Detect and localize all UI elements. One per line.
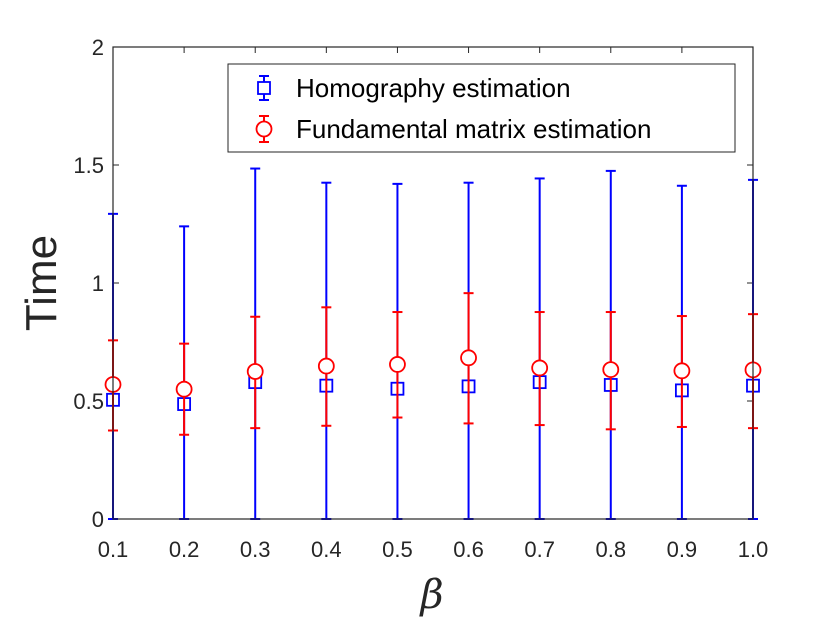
x-tick-label-6: 0.7 — [524, 537, 555, 562]
legend: Homography estimation Fundamental matrix… — [227, 63, 736, 153]
y-tick-label-1: 0.5 — [73, 389, 104, 414]
y-axis-label: Time — [17, 235, 66, 331]
series-1-point-1 — [175, 380, 193, 398]
x-tick-label-0: 0.1 — [98, 537, 129, 562]
plot-frame — [112, 46, 754, 520]
series-1-point-5 — [460, 349, 477, 367]
legend-box — [227, 63, 736, 153]
x-tick-label-8: 0.9 — [667, 537, 698, 562]
legend-entry-homography: Homography estimation — [257, 73, 571, 103]
x-tick-label-4: 0.5 — [382, 537, 413, 562]
series-1-point-7 — [602, 361, 620, 379]
x-axis-label: β — [418, 572, 443, 618]
series-1-point-8 — [673, 362, 691, 380]
x-tick-label-7: 0.8 — [595, 537, 626, 562]
y-tick-labels: 0 0.5 1 1.5 2 — [73, 35, 104, 532]
legend-f-label: Fundamental matrix estimation — [296, 114, 651, 144]
legend-h-marker — [257, 81, 271, 95]
series-1-point-3 — [317, 357, 335, 375]
x-tick-label-9: 1.0 — [738, 537, 769, 562]
y-tick-label-2: 1 — [92, 271, 104, 296]
series-1-point-6 — [531, 359, 549, 377]
legend-h-label: Homography estimation — [296, 73, 571, 103]
series-1-point-2 — [246, 363, 264, 380]
y-tick-label-4: 2 — [92, 35, 104, 60]
legend-entry-fundamental: Fundamental matrix estimation — [255, 114, 651, 144]
x-tick-labels: 0.1 0.2 0.3 0.4 0.5 0.6 0.7 0.8 0.9 1.0 — [98, 537, 769, 562]
x-tick-label-5: 0.6 — [453, 537, 484, 562]
series-1-point-4 — [389, 356, 406, 373]
legend-f-marker — [255, 120, 273, 138]
x-tick-label-2: 0.3 — [240, 537, 271, 562]
x-tick-label-1: 0.2 — [169, 537, 200, 562]
y-tick-label-0: 0 — [92, 507, 104, 532]
x-tick-label-3: 0.4 — [311, 537, 342, 562]
y-tick-label-3: 1.5 — [73, 153, 104, 178]
